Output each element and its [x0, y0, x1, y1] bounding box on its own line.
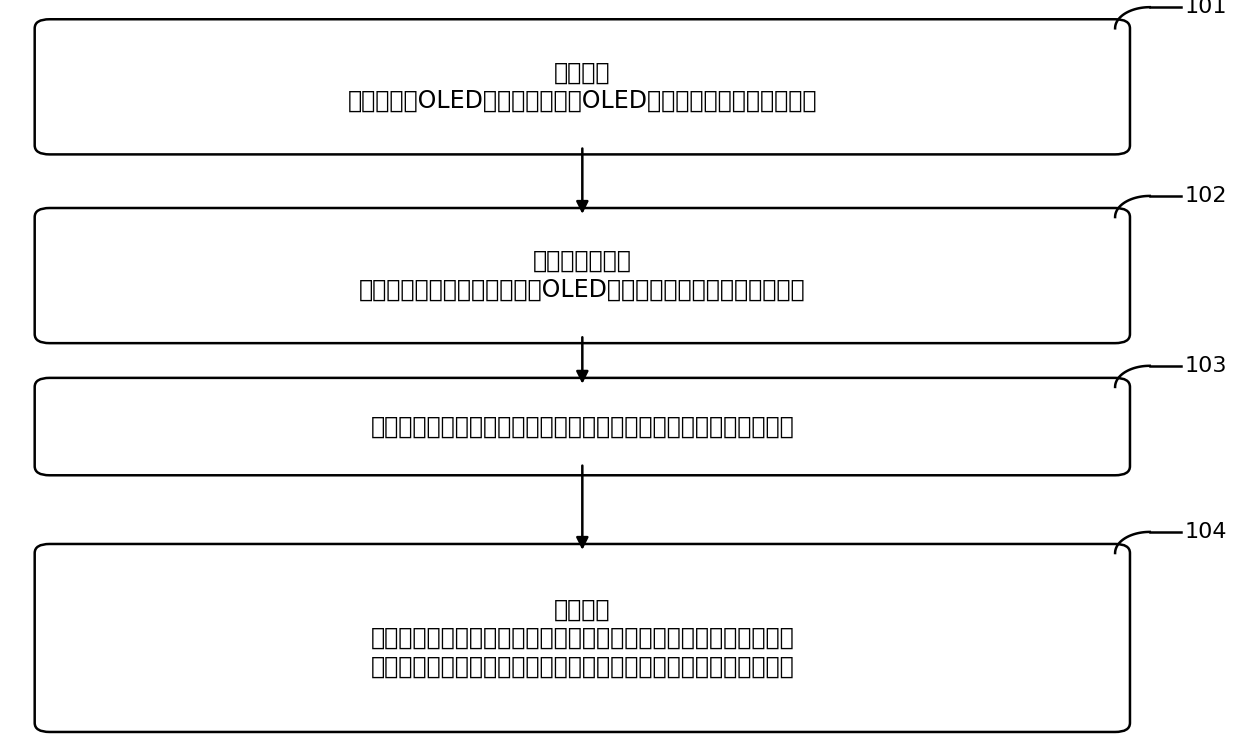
Text: 103: 103 [1184, 356, 1227, 376]
FancyBboxPatch shape [35, 544, 1130, 732]
Text: 根据远场衍射分布确定不满足预设相位均匀分布条件的目标层微结构: 根据远场衍射分布确定不满足预设相位均匀分布条件的目标层微结构 [370, 414, 794, 439]
Text: 几何参数: 几何参数 [554, 60, 611, 85]
FancyBboxPatch shape [35, 208, 1130, 343]
Text: 102: 102 [1184, 186, 1227, 206]
Text: 根据光学参数和几何参数获取OLED中每层微结构在平行光束照射下: 根据光学参数和几何参数获取OLED中每层微结构在平行光束照射下 [359, 278, 805, 302]
FancyBboxPatch shape [35, 20, 1130, 155]
Text: 101: 101 [1184, 0, 1227, 17]
Text: 根据预设的调整策略和预设相位均匀分布条件对目标层微结构进行调: 根据预设的调整策略和预设相位均匀分布条件对目标层微结构进行调 [370, 655, 794, 679]
Text: 获取待检测OLED的工作波长以及OLED中各层微结构的光学参数和: 获取待检测OLED的工作波长以及OLED中各层微结构的光学参数和 [348, 89, 817, 113]
Text: 104: 104 [1184, 522, 1227, 542]
Text: 分布条件: 分布条件 [554, 597, 611, 621]
Text: 整，以使得调整后的目标微结构在平行光束照射下满足预设相位均匀: 整，以使得调整后的目标微结构在平行光束照射下满足预设相位均匀 [370, 626, 794, 650]
FancyBboxPatch shape [35, 378, 1130, 476]
Text: 的远场衍射分布: 的远场衍射分布 [533, 249, 632, 273]
